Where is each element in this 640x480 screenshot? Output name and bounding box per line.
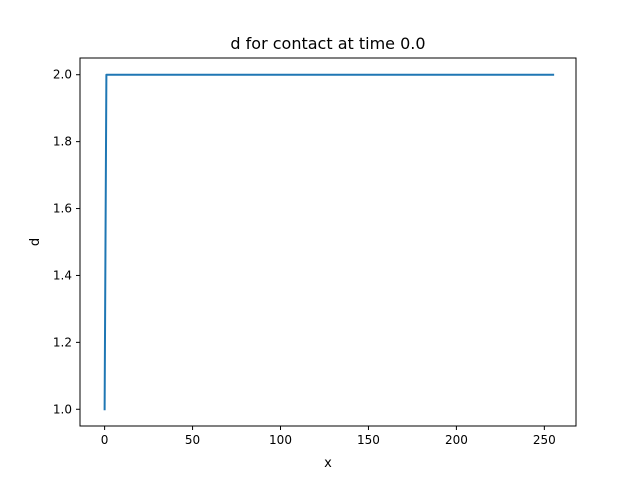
x-tick-label: 150	[357, 433, 380, 447]
y-tick-label: 1.2	[53, 335, 72, 349]
y-tick-label: 2.0	[53, 68, 72, 82]
y-tick-label: 1.6	[53, 202, 72, 216]
y-tick-label: 1.4	[53, 268, 72, 282]
chart-title: d for contact at time 0.0	[230, 34, 425, 53]
x-tick-label: 200	[445, 433, 468, 447]
x-tick-label: 50	[185, 433, 200, 447]
y-tick-label: 1.8	[53, 135, 72, 149]
x-tick-label: 250	[533, 433, 556, 447]
x-axis-label: x	[324, 456, 332, 471]
y-tick-label: 1.0	[53, 402, 72, 416]
series-line-0	[103, 73, 555, 411]
x-tick-label: 100	[269, 433, 292, 447]
plot-area: 0 50 100 150 200 250 1.0 1.2 1.4 1.6 1.8 2.0	[53, 57, 577, 447]
x-tick-label: 0	[101, 433, 109, 447]
axes-frame	[79, 57, 577, 427]
y-axis-label: d	[28, 238, 43, 246]
